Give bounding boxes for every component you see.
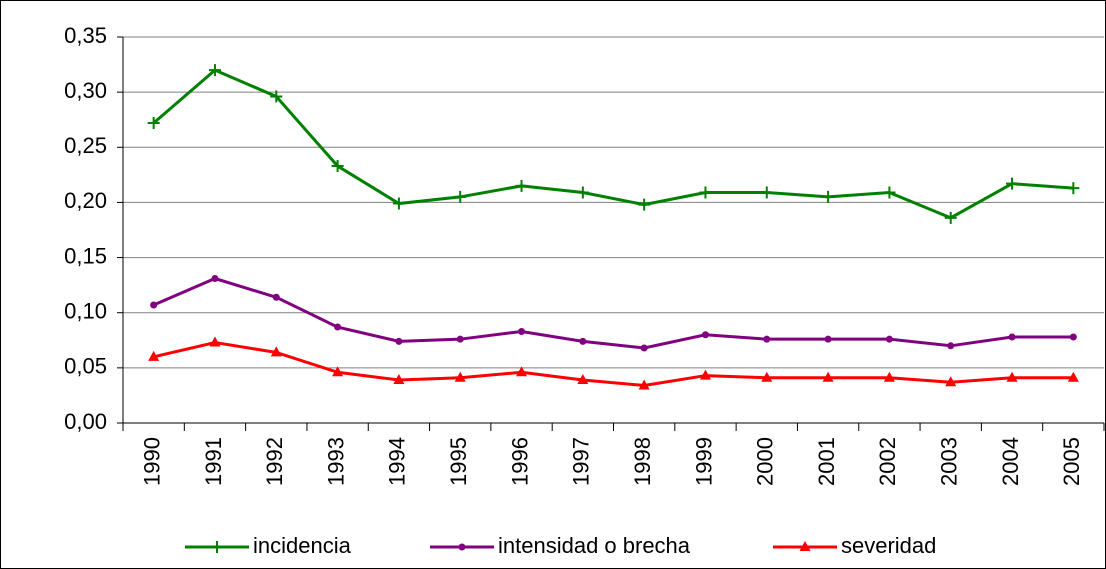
- marker: [458, 543, 466, 551]
- marker: [883, 186, 896, 199]
- x-tick-label: 2002: [875, 437, 900, 486]
- marker: [638, 198, 651, 211]
- marker: [454, 371, 466, 382]
- marker: [518, 327, 526, 335]
- marker: [577, 373, 589, 384]
- y-tick-label: 0,25: [64, 133, 107, 158]
- series-line: [152, 68, 1074, 220]
- y-tick-label: 0,05: [64, 354, 107, 379]
- legend-label: intensidad o brecha: [498, 533, 691, 558]
- x-tick-label: 2000: [753, 437, 778, 486]
- marker: [947, 342, 955, 350]
- y-tick-label: 0,10: [64, 299, 107, 324]
- x-tick-label: 1997: [569, 437, 594, 486]
- x-tick-label: 1993: [323, 437, 348, 486]
- marker: [822, 371, 834, 382]
- marker: [516, 366, 528, 377]
- marker: [148, 350, 160, 361]
- series-line: [153, 340, 1074, 388]
- marker: [1006, 371, 1018, 382]
- marker: [579, 337, 587, 345]
- marker: [945, 376, 957, 387]
- x-tick-label: 1990: [139, 437, 164, 486]
- series-line: [153, 276, 1074, 350]
- x-tick-label: 1992: [262, 437, 287, 486]
- marker: [1067, 371, 1079, 382]
- marker: [1008, 333, 1016, 341]
- marker: [270, 90, 283, 103]
- marker: [272, 293, 280, 301]
- legend-label: severidad: [841, 533, 936, 558]
- x-tick-label: 2005: [1059, 437, 1084, 486]
- y-tick-label: 0,15: [64, 243, 107, 268]
- marker: [456, 335, 464, 343]
- marker: [761, 371, 773, 382]
- marker: [699, 186, 712, 199]
- x-tick-label: 1991: [201, 437, 226, 486]
- marker: [209, 336, 221, 347]
- x-tick-label: 1999: [691, 437, 716, 486]
- y-tick-label: 0,35: [64, 23, 107, 48]
- marker: [824, 335, 832, 343]
- marker: [640, 344, 648, 352]
- marker: [208, 64, 221, 77]
- marker: [944, 211, 957, 224]
- marker: [395, 337, 403, 345]
- marker: [392, 197, 405, 210]
- marker: [515, 179, 528, 192]
- marker: [760, 186, 773, 199]
- marker: [799, 541, 811, 551]
- marker: [576, 186, 589, 199]
- y-tick-label: 0,20: [64, 188, 107, 213]
- x-tick-label: 2004: [998, 437, 1023, 486]
- marker: [147, 117, 160, 130]
- marker: [150, 301, 158, 309]
- marker: [701, 331, 709, 339]
- y-tick-label: 0,00: [64, 409, 107, 434]
- marker: [270, 346, 282, 357]
- marker: [1006, 177, 1019, 190]
- marker: [393, 373, 405, 384]
- marker: [454, 190, 467, 203]
- x-tick-label: 1998: [630, 437, 655, 486]
- marker: [1069, 333, 1077, 341]
- x-tick-label: 2003: [937, 437, 962, 486]
- legend-label: incidencia: [253, 533, 352, 558]
- marker: [331, 160, 344, 173]
- marker: [334, 323, 342, 331]
- marker: [332, 366, 344, 377]
- x-tick-label: 2001: [814, 437, 839, 486]
- marker: [883, 371, 895, 382]
- marker: [885, 335, 893, 343]
- marker: [211, 275, 219, 283]
- x-tick-label: 1996: [507, 437, 532, 486]
- marker: [211, 541, 223, 553]
- marker: [822, 190, 835, 203]
- x-tick-label: 1995: [446, 437, 471, 486]
- marker: [699, 369, 711, 380]
- marker: [1067, 182, 1080, 195]
- x-tick-label: 1994: [385, 437, 410, 486]
- marker: [638, 379, 650, 390]
- y-tick-label: 0,30: [64, 78, 107, 103]
- marker: [763, 335, 771, 343]
